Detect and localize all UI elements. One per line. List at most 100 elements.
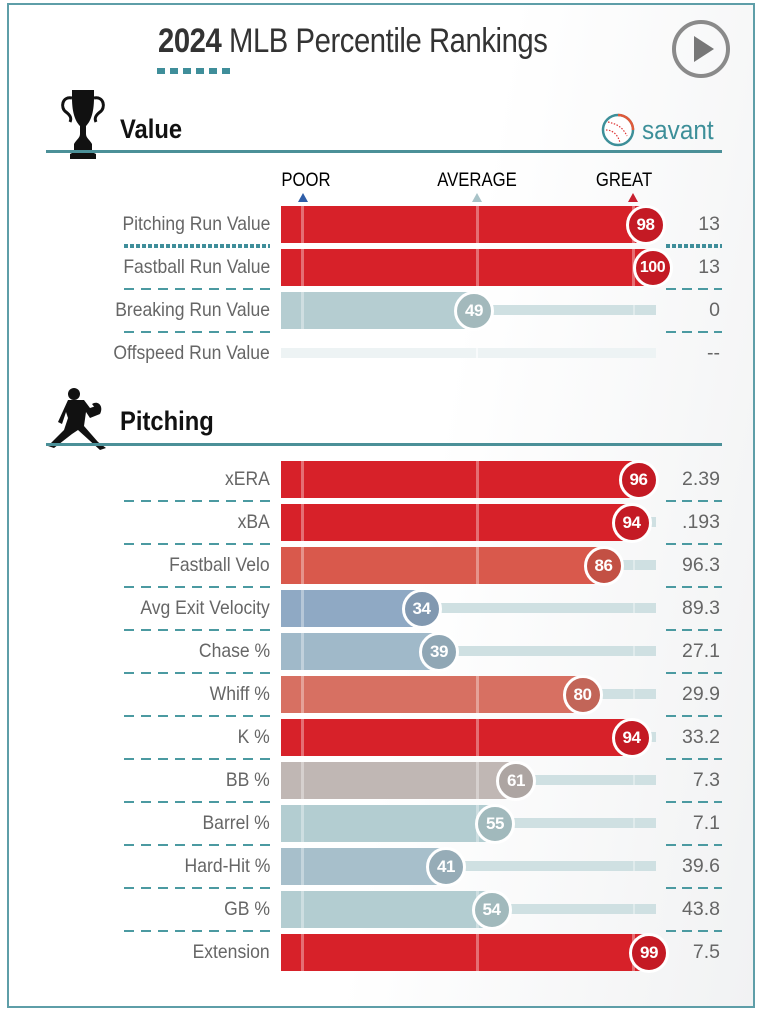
metric-label-text: Whiff %	[209, 683, 270, 705]
play-circle-icon[interactable]	[672, 20, 730, 78]
row-separator-right	[666, 715, 722, 717]
metric-value: .193	[682, 511, 720, 533]
percentile-bar[interactable]	[281, 676, 583, 713]
bar-track	[281, 861, 656, 871]
percentile-bar[interactable]	[281, 249, 653, 286]
metric-label-text: Barrel %	[202, 812, 270, 834]
metric-label-text: Extension	[192, 941, 270, 963]
row-separator-left	[124, 288, 270, 290]
row-separator-right	[666, 543, 722, 545]
row-separator-right	[666, 288, 722, 290]
poor-marker-icon	[298, 193, 308, 202]
pitching-section-title: Pitching	[120, 406, 214, 436]
metric-label-text: Breaking Run Value	[115, 299, 270, 321]
track-tick-great	[633, 775, 635, 785]
row-separator-right	[666, 629, 722, 631]
metric-label-text: Hard-Hit %	[184, 855, 270, 877]
percentile-badge[interactable]: 54	[471, 890, 512, 930]
percentile-badge[interactable]: 100	[632, 248, 673, 288]
scale-average-label: AVERAGE	[437, 170, 517, 191]
percentile-badge[interactable]: 99	[629, 933, 669, 973]
metric-label: BB %	[30, 769, 270, 792]
metric-label: xBA	[30, 511, 270, 534]
poor-tick	[301, 891, 304, 928]
percentile-badge[interactable]: 34	[401, 589, 442, 629]
track-tick-great	[633, 603, 635, 613]
metric-label-text: Avg Exit Velocity	[140, 597, 270, 619]
metric-label-text: xERA	[225, 468, 270, 490]
percentile-bar[interactable]	[281, 934, 649, 971]
row-separator-left	[124, 887, 270, 889]
metric-label: xERA	[30, 468, 270, 491]
average-tick	[476, 719, 479, 756]
scale-poor-label: POOR	[281, 170, 331, 191]
percentile-badge[interactable]: 94	[611, 718, 652, 758]
percentile-badge[interactable]: 80	[562, 675, 603, 715]
metric-value: 43.8	[682, 898, 720, 920]
metric-label-text: GB %	[224, 898, 270, 920]
percentile-badge[interactable]: 98	[625, 205, 666, 245]
savant-logo[interactable]: savant	[600, 112, 722, 148]
metric-value: 13	[698, 213, 720, 235]
poor-tick	[301, 934, 304, 971]
percentile-bar[interactable]	[281, 504, 632, 541]
scale-great-label: GREAT	[595, 170, 653, 191]
track-tick-great	[633, 818, 635, 828]
metric-value: 89.3	[682, 597, 720, 619]
percentile-bar[interactable]	[281, 719, 632, 756]
metric-label: Fastball Velo	[30, 554, 270, 577]
metric-label: Breaking Run Value	[30, 299, 270, 322]
metric-value: 29.9	[682, 683, 720, 705]
percentile-badge[interactable]: 86	[583, 546, 624, 586]
row-separator-left	[124, 543, 270, 545]
metric-value: 39.6	[682, 855, 720, 877]
average-tick	[476, 206, 479, 243]
row-separator-right	[666, 844, 722, 846]
average-tick	[476, 762, 479, 799]
metric-label-text: Chase %	[198, 640, 270, 662]
percentile-bar[interactable]	[281, 891, 492, 928]
percentile-badge[interactable]: 49	[454, 291, 494, 331]
percentile-badge[interactable]: 94	[611, 503, 652, 543]
metric-value: --	[707, 342, 720, 364]
poor-tick	[301, 249, 304, 286]
metric-label: Pitching Run Value	[30, 213, 270, 236]
track-tick-great	[633, 646, 635, 656]
average-tick	[476, 461, 479, 498]
track-tick-great	[633, 560, 635, 570]
percentile-badge[interactable]: 61	[496, 761, 536, 801]
average-tick	[476, 504, 479, 541]
percentile-badge[interactable]: 96	[618, 460, 659, 500]
metric-label-text: BB %	[226, 769, 270, 791]
value-section-title: Value	[120, 114, 183, 144]
percentile-bar[interactable]	[281, 547, 604, 584]
bar-track	[281, 348, 656, 358]
percentile-bar[interactable]	[281, 848, 446, 885]
percentile-bar[interactable]	[281, 762, 516, 799]
percentile-badge[interactable]: 41	[426, 847, 466, 887]
track-tick-great	[633, 689, 635, 699]
percentile-bar[interactable]	[281, 292, 474, 329]
row-separator-left	[124, 715, 270, 717]
percentile-bar[interactable]	[281, 206, 646, 243]
poor-tick	[301, 719, 304, 756]
row-separator-left	[124, 672, 270, 674]
percentile-bar[interactable]	[281, 461, 639, 498]
average-tick	[476, 547, 479, 584]
percentile-bar[interactable]	[281, 590, 422, 627]
great-marker-icon	[628, 193, 638, 202]
poor-tick	[301, 547, 304, 584]
percentile-badge[interactable]: 39	[419, 632, 459, 672]
row-separator-right	[666, 887, 722, 889]
average-marker-icon	[472, 193, 482, 202]
average-tick	[476, 676, 479, 713]
percentile-bar[interactable]	[281, 633, 439, 670]
metric-value: 96.3	[682, 554, 720, 576]
track-tick-great	[633, 305, 635, 315]
percentile-badge[interactable]: 55	[475, 804, 515, 844]
metric-value: 0	[709, 299, 720, 321]
metric-value: 7.5	[692, 941, 720, 963]
percentile-bar[interactable]	[281, 805, 495, 842]
metric-label-text: xBA	[237, 511, 270, 533]
metric-label: K %	[30, 726, 270, 749]
